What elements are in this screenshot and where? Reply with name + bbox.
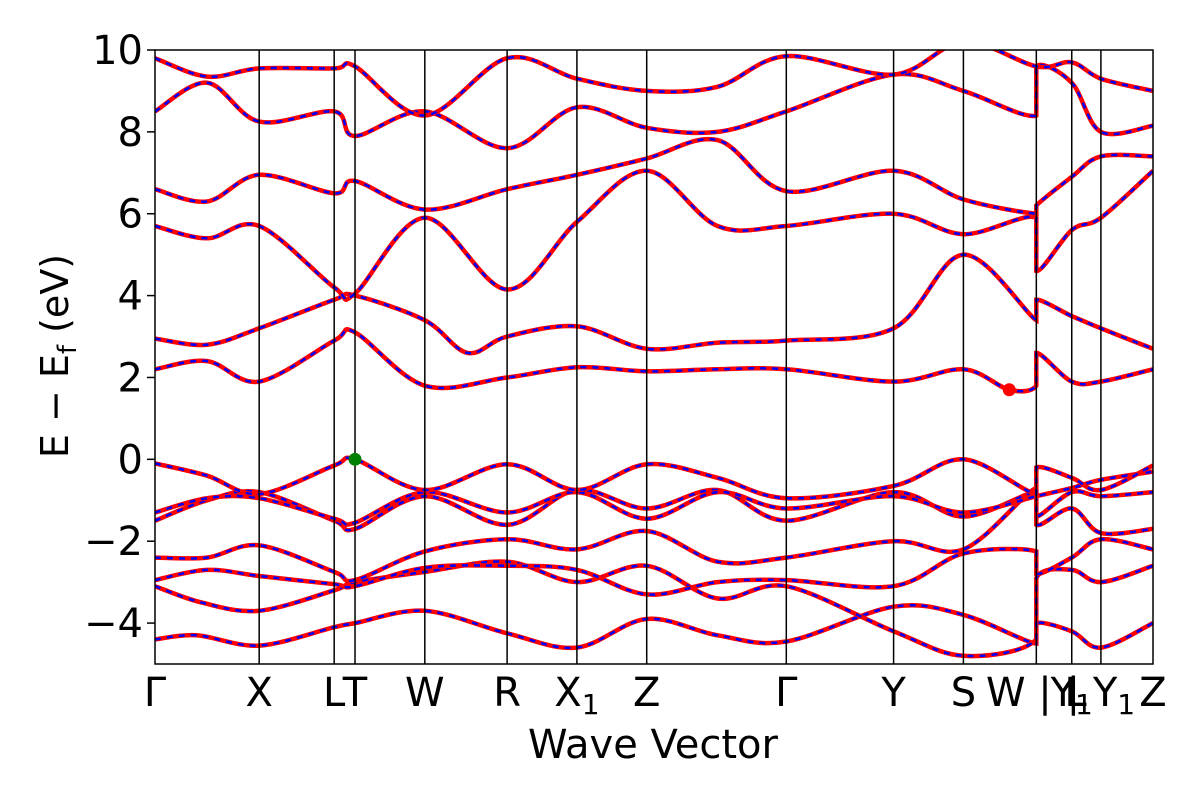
kpoint-label-6: X1 (554, 670, 599, 721)
band-10-overlay-line (155, 137, 1153, 216)
y-tick-label-7: 10 (92, 28, 143, 74)
kpoint-label-1: X (245, 670, 272, 716)
y-axis-ticks: −4 −2 0 2 4 6 8 10 (84, 28, 155, 647)
band-3-overlay-line (155, 486, 1153, 583)
kpoint-label-7: Z (633, 670, 660, 716)
band-8-overlay-line (155, 253, 1153, 355)
x-axis-ticks: Γ X LT W R X1 Z Γ Y S W | LY1| Y1 Z (144, 670, 1167, 721)
y-tick-label-1: −2 (84, 519, 143, 565)
band-10-line (155, 136, 1153, 217)
kpoint-label-13: | Y1 (1067, 670, 1135, 721)
band-0-line (155, 602, 1153, 651)
kpoint-label-14: Z (1139, 670, 1166, 716)
y-tick-label-2: 0 (118, 437, 143, 483)
kpoint-label-8: Γ (775, 670, 798, 716)
high-symmetry-lines (258, 50, 1102, 664)
y-tick-label-0: −4 (84, 601, 143, 647)
kpoint-label-4: W (405, 670, 445, 716)
kpoint-label-11: W | L (986, 670, 1087, 716)
kpoint-label-0: Γ (144, 670, 167, 716)
kpoint-label-12: Y1 (1050, 670, 1093, 721)
kpoint-label-3: T (342, 670, 368, 716)
extrema-markers (348, 383, 1016, 466)
y-axis-label-unit: (eV) (33, 254, 77, 345)
band-0-overlay-line (155, 603, 1153, 650)
y-axis-label-main: E − E (33, 354, 77, 458)
band-7-overlay-line (155, 328, 1153, 393)
y-tick-label-3: 2 (118, 355, 143, 401)
band-2-overlay-line (155, 537, 1153, 596)
x-axis-label: Wave Vector (528, 722, 779, 768)
band-8-line (155, 252, 1153, 356)
band-11-line (155, 62, 1153, 151)
kpoint-label-9: Y (880, 670, 906, 716)
marker-vbm (348, 452, 362, 466)
y-tick-label-4: 4 (118, 274, 143, 320)
bands-layer (155, 50, 1153, 659)
y-tick-label-6: 8 (118, 110, 143, 156)
plot-frame (154, 49, 1154, 665)
band-1-line (155, 559, 1153, 659)
kpoint-label-10: S (951, 670, 976, 716)
y-axis-label-sub: f (53, 344, 83, 354)
kpoint-label-2: L (323, 670, 346, 716)
y-tick-label-5: 6 (118, 192, 143, 238)
marker-cbm (1002, 383, 1016, 397)
band-1-overlay-line (155, 560, 1153, 658)
kpoint-label-5: R (493, 670, 521, 716)
y-axis-label: E − Ef (eV) (33, 254, 83, 458)
